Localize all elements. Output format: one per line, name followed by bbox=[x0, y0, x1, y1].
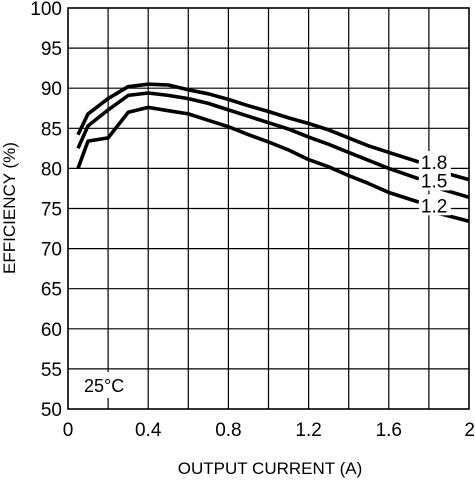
y-tick-label: 95 bbox=[41, 39, 62, 60]
x-tick-label: 0.8 bbox=[215, 420, 241, 441]
plot-frame bbox=[67, 7, 470, 410]
x-axis-title: OUTPUT CURRENT (A) bbox=[178, 459, 363, 478]
y-tick-label: 80 bbox=[41, 159, 62, 180]
series-label-background bbox=[418, 194, 451, 216]
grid bbox=[68, 8, 469, 409]
x-tick-label: 2 bbox=[464, 420, 475, 441]
series-label-1.8: 1.8 bbox=[421, 153, 447, 174]
y-axis-ticks: 50 55 60 65 70 75 80 85 90 95 100 bbox=[30, 0, 62, 421]
x-tick-label: 1.6 bbox=[376, 420, 402, 441]
temperature-annotation: 25°C bbox=[84, 376, 124, 396]
x-tick-label: 1.2 bbox=[295, 420, 321, 441]
y-tick-label: 60 bbox=[41, 320, 62, 341]
y-tick-label: 85 bbox=[41, 119, 62, 140]
y-tick-label: 65 bbox=[41, 280, 62, 301]
series-label-background bbox=[418, 150, 451, 172]
series-label-1.2: 1.2 bbox=[421, 196, 447, 217]
y-tick-label: 90 bbox=[41, 79, 62, 100]
y-tick-label: 70 bbox=[41, 240, 62, 261]
y-axis-title: EFFICIENCY (%) bbox=[0, 142, 19, 274]
series-line-1.2 bbox=[76, 105, 420, 204]
series-layer: 1.81.5 1.2 bbox=[76, 82, 470, 224]
annotation-background bbox=[78, 372, 138, 398]
series-line-1.5 bbox=[76, 91, 420, 181]
series-label-1.5: 1.5 bbox=[421, 171, 447, 192]
x-tick-label: 0.4 bbox=[135, 420, 162, 441]
series-line-1.8 bbox=[76, 82, 420, 164]
x-axis-ticks: 0 0.4 0.8 1.2 1.6 2 bbox=[63, 420, 475, 441]
y-tick-label: 100 bbox=[30, 0, 62, 20]
series-label-background bbox=[418, 169, 451, 191]
y-tick-label: 50 bbox=[41, 400, 62, 421]
x-tick-label: 0 bbox=[63, 420, 74, 441]
y-tick-label: 75 bbox=[41, 200, 62, 221]
y-tick-label: 55 bbox=[41, 360, 62, 381]
